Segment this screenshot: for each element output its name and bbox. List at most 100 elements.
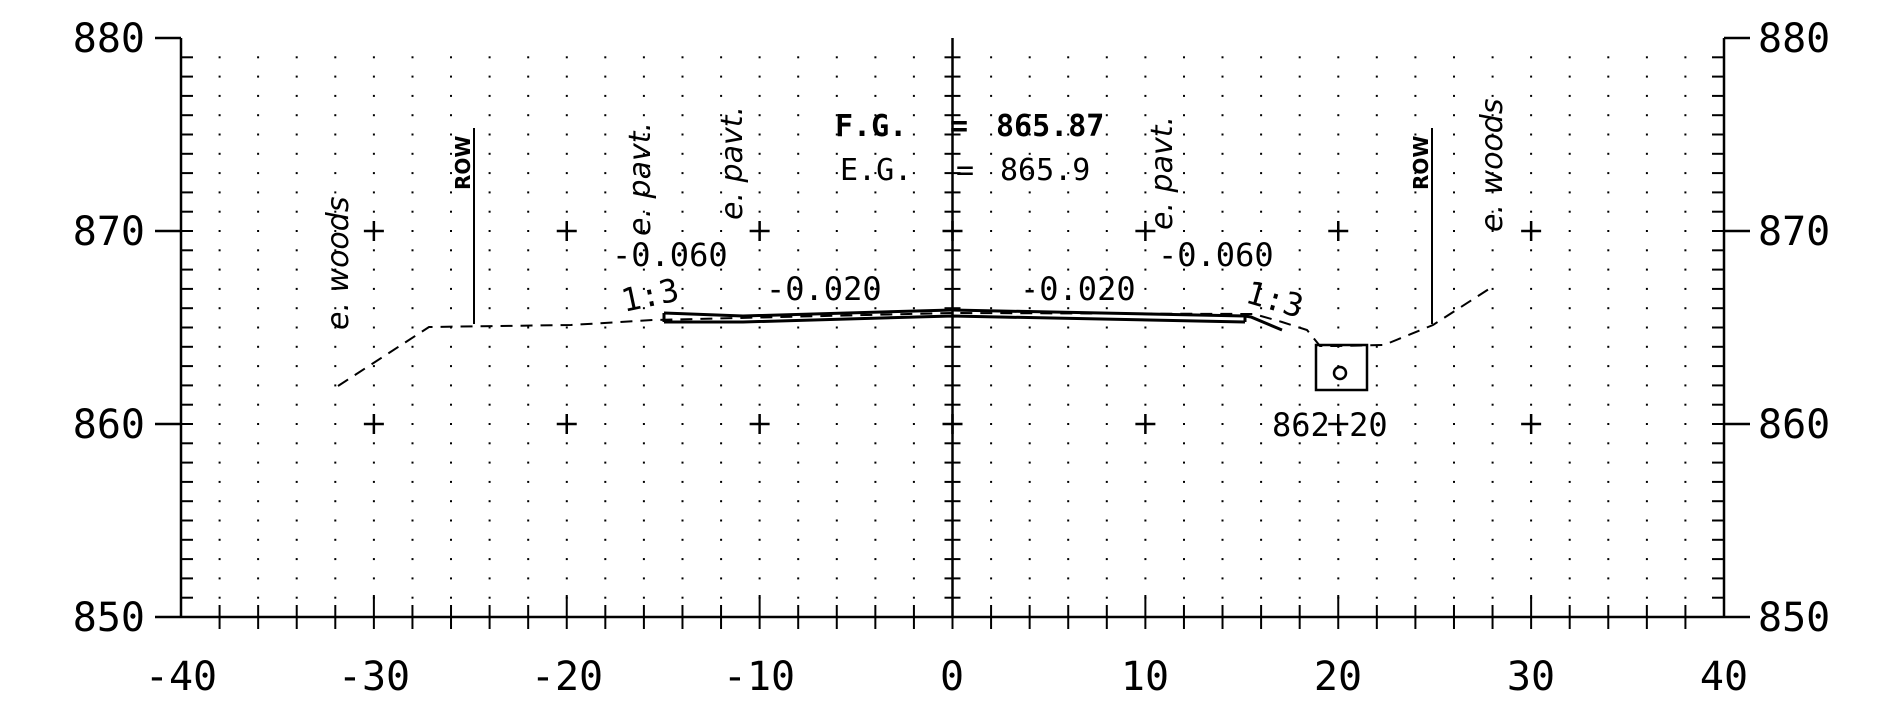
grid-dot	[334, 461, 337, 464]
grid-dot	[835, 403, 838, 406]
grid-dot	[1183, 191, 1185, 194]
grid-dot	[720, 577, 723, 580]
grid-dot	[1530, 94, 1533, 97]
grid-dot	[1491, 114, 1494, 117]
grid-dot	[1028, 519, 1031, 522]
grid-dot	[257, 307, 260, 310]
grid-dot	[990, 307, 993, 310]
grid-dot	[1607, 558, 1610, 561]
grid-dot	[488, 442, 491, 445]
grid-dot	[1684, 519, 1687, 522]
grid-dot	[411, 538, 414, 541]
grid-dot	[990, 210, 993, 213]
grid-dot	[1607, 461, 1610, 464]
grid-dot	[642, 56, 645, 59]
grid-dot	[1105, 56, 1108, 59]
grid-dot	[1221, 94, 1224, 97]
grid-dot	[912, 230, 915, 232]
grid-dot	[604, 210, 607, 213]
grid-dot	[874, 114, 877, 117]
grid-dot	[990, 558, 993, 561]
grid-dot	[1568, 596, 1571, 599]
grid-dot	[372, 94, 375, 97]
grid-dot	[218, 365, 221, 368]
grid-dot	[1375, 326, 1378, 329]
grid-dot	[990, 152, 993, 155]
grid-dot	[1105, 442, 1108, 445]
grid-dot	[527, 558, 530, 561]
grid-dot	[1491, 500, 1494, 503]
grid-dot	[565, 307, 568, 310]
grid-dot	[1183, 249, 1185, 252]
grid-dot	[1067, 596, 1070, 599]
x-axis-labels: -40 -30 -20 -10 0 10 20 30 40	[145, 654, 1748, 700]
grid-dot	[1645, 287, 1648, 290]
grid-dot	[604, 538, 607, 541]
x-label-neg30: -30	[338, 654, 410, 700]
y-label-870-right: 870	[1758, 209, 1830, 255]
grid-dot	[295, 403, 298, 406]
grid-dot	[218, 577, 221, 580]
grid-dot	[720, 461, 723, 464]
grid-dot	[565, 249, 568, 252]
grid-dot	[488, 519, 491, 522]
grid-dot	[1491, 133, 1494, 136]
grid-dot	[681, 577, 684, 580]
grid-dot	[604, 558, 607, 561]
grid-dot	[295, 461, 298, 464]
grid-dot	[758, 538, 761, 541]
grid-dot	[218, 191, 221, 194]
grid-dot	[835, 577, 838, 580]
grid-dot	[295, 326, 298, 329]
grid-dot	[1414, 191, 1417, 194]
grid-dot	[1568, 461, 1571, 464]
grid-dot	[295, 210, 298, 213]
grid-dot	[797, 94, 800, 97]
grid-dot	[1028, 268, 1031, 271]
grid-dot	[295, 191, 298, 194]
grid-dot	[1221, 172, 1224, 175]
grid-dot	[295, 94, 298, 97]
grid-dot	[1453, 172, 1455, 175]
grid-dot	[1453, 114, 1455, 117]
grid-dot	[642, 210, 645, 213]
grid-dot	[1260, 345, 1263, 348]
grid-dot	[257, 596, 260, 599]
grid-dot	[1375, 152, 1378, 155]
grid-dot	[1645, 133, 1648, 136]
grid-dot	[1453, 365, 1455, 368]
grid-dot	[1530, 114, 1533, 117]
x-label-40: 40	[1700, 654, 1748, 700]
grid-dot	[1414, 307, 1417, 310]
grid-dot	[411, 480, 414, 483]
grid-dot	[1530, 365, 1533, 368]
grid-dot	[681, 287, 684, 290]
grid-dot	[758, 249, 761, 252]
grid-dot	[1260, 442, 1263, 445]
grid-dot	[565, 519, 568, 522]
grid-dot	[488, 114, 491, 117]
grid-dot	[334, 114, 337, 117]
grid-dot	[835, 326, 838, 329]
grid-dot	[758, 75, 761, 78]
grid-dot	[372, 56, 375, 59]
grid-dot	[642, 287, 645, 290]
grid-dot	[565, 500, 568, 503]
grid-dot	[295, 307, 298, 310]
grid-dot	[681, 538, 684, 541]
grid-dot	[527, 114, 530, 117]
grid-dot	[1491, 230, 1494, 232]
grid-dot	[1067, 326, 1070, 329]
grid-dot	[1530, 538, 1533, 541]
grid-dot	[1453, 326, 1455, 329]
grid-dot	[1337, 210, 1340, 213]
grid-dot	[372, 442, 375, 445]
grid-dot	[1375, 307, 1378, 310]
grid-dot	[797, 596, 800, 599]
grid-dot	[912, 558, 915, 561]
grid-dot	[488, 94, 491, 97]
grid-dot	[720, 423, 723, 425]
left-pavt-outer-label: e. pavt.	[623, 122, 658, 236]
x-label-20: 20	[1314, 654, 1362, 700]
grid-dot	[257, 172, 260, 175]
